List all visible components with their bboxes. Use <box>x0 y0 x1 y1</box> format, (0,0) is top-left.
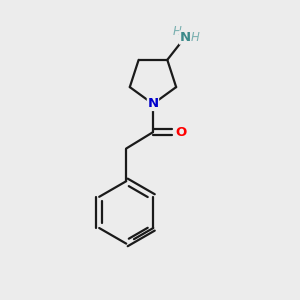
Text: N: N <box>147 98 158 110</box>
Text: N: N <box>180 31 191 44</box>
Text: O: O <box>176 126 187 139</box>
Text: H: H <box>191 31 200 44</box>
Text: H: H <box>173 25 182 38</box>
